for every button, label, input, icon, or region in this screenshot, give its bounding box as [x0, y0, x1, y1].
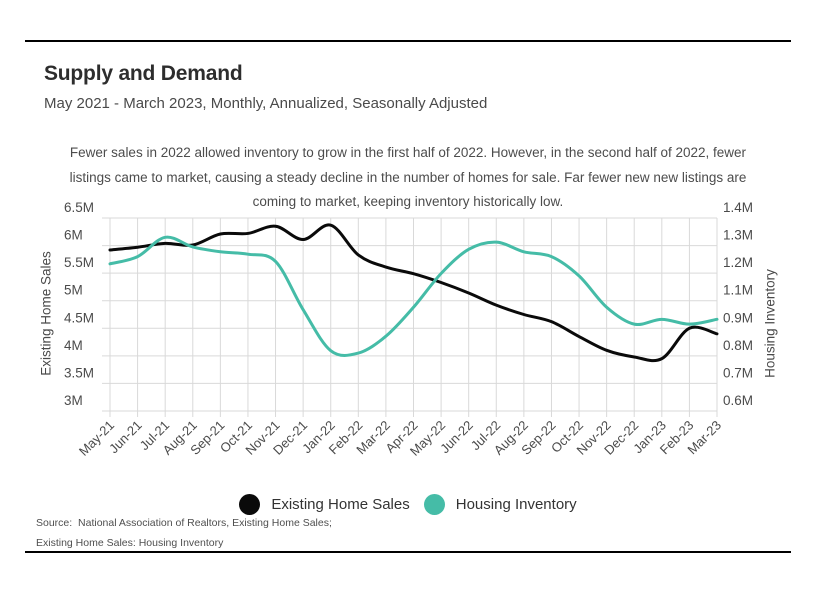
legend-label: Existing Home Sales: [271, 496, 410, 513]
bottom-rule: [25, 551, 791, 553]
legend-item-housing-inventory: Housing Inventory: [423, 494, 577, 515]
right-axis-tick-label: 0.9M: [723, 310, 753, 325]
left-axis-tick-label: 4M: [64, 338, 83, 353]
right-axis-tick-label: 0.6M: [723, 393, 753, 408]
left-axis-tick-label: 3M: [64, 393, 83, 408]
annotation-line: listings came to market, causing a stead…: [69, 169, 747, 185]
legend-dot-black: [239, 494, 261, 515]
left-axis-tick-label: 6.5M: [64, 200, 94, 215]
page-title: Supply and Demand: [44, 62, 243, 85]
legend-label: Housing Inventory: [455, 496, 577, 513]
right-axis-tick-label: 0.7M: [723, 365, 753, 380]
chart-annotation: Fewer sales in 2022 allowed inventory to…: [0, 141, 816, 215]
right-axis-tick-label: 1.1M: [723, 283, 753, 298]
existing-home-sales-line: [108, 223, 719, 363]
left-axis-tick-label: 3.5M: [64, 365, 94, 380]
page-subtitle: May 2021 - March 2023, Monthly, Annualiz…: [44, 95, 488, 112]
legend-item-existing-home-sales: Existing Home Sales: [239, 494, 410, 515]
left-axis-tick-label: 5.5M: [64, 255, 94, 270]
housing-inventory-line: [108, 235, 719, 358]
left-axis-tick-label: 4.5M: [64, 310, 94, 325]
annotation-line: Fewer sales in 2022 allowed inventory to…: [69, 145, 747, 160]
source-line-2: Existing Home Sales: Housing Inventory: [36, 537, 224, 549]
annotation-line: coming to market, keeping inventory hist…: [252, 194, 564, 210]
left-axis-tick-label: 6M: [64, 228, 83, 243]
x-axis-tick-label: May-21: [76, 418, 117, 459]
right-axis-tick-label: 1.2M: [723, 255, 753, 270]
right-axis-tick-label: 1.4M: [723, 200, 753, 215]
top-rule: [25, 40, 791, 42]
right-axis-tick-label: 0.8M: [723, 338, 753, 353]
source-line-1: Source: National Association of Realtors…: [36, 517, 332, 529]
right-axis-tick-label: 1.3M: [723, 228, 753, 243]
chart-legend: Existing Home Sales Housing Inventory: [0, 494, 816, 515]
legend-dot-teal: [423, 494, 445, 515]
left-axis-tick-label: 5M: [64, 283, 83, 298]
